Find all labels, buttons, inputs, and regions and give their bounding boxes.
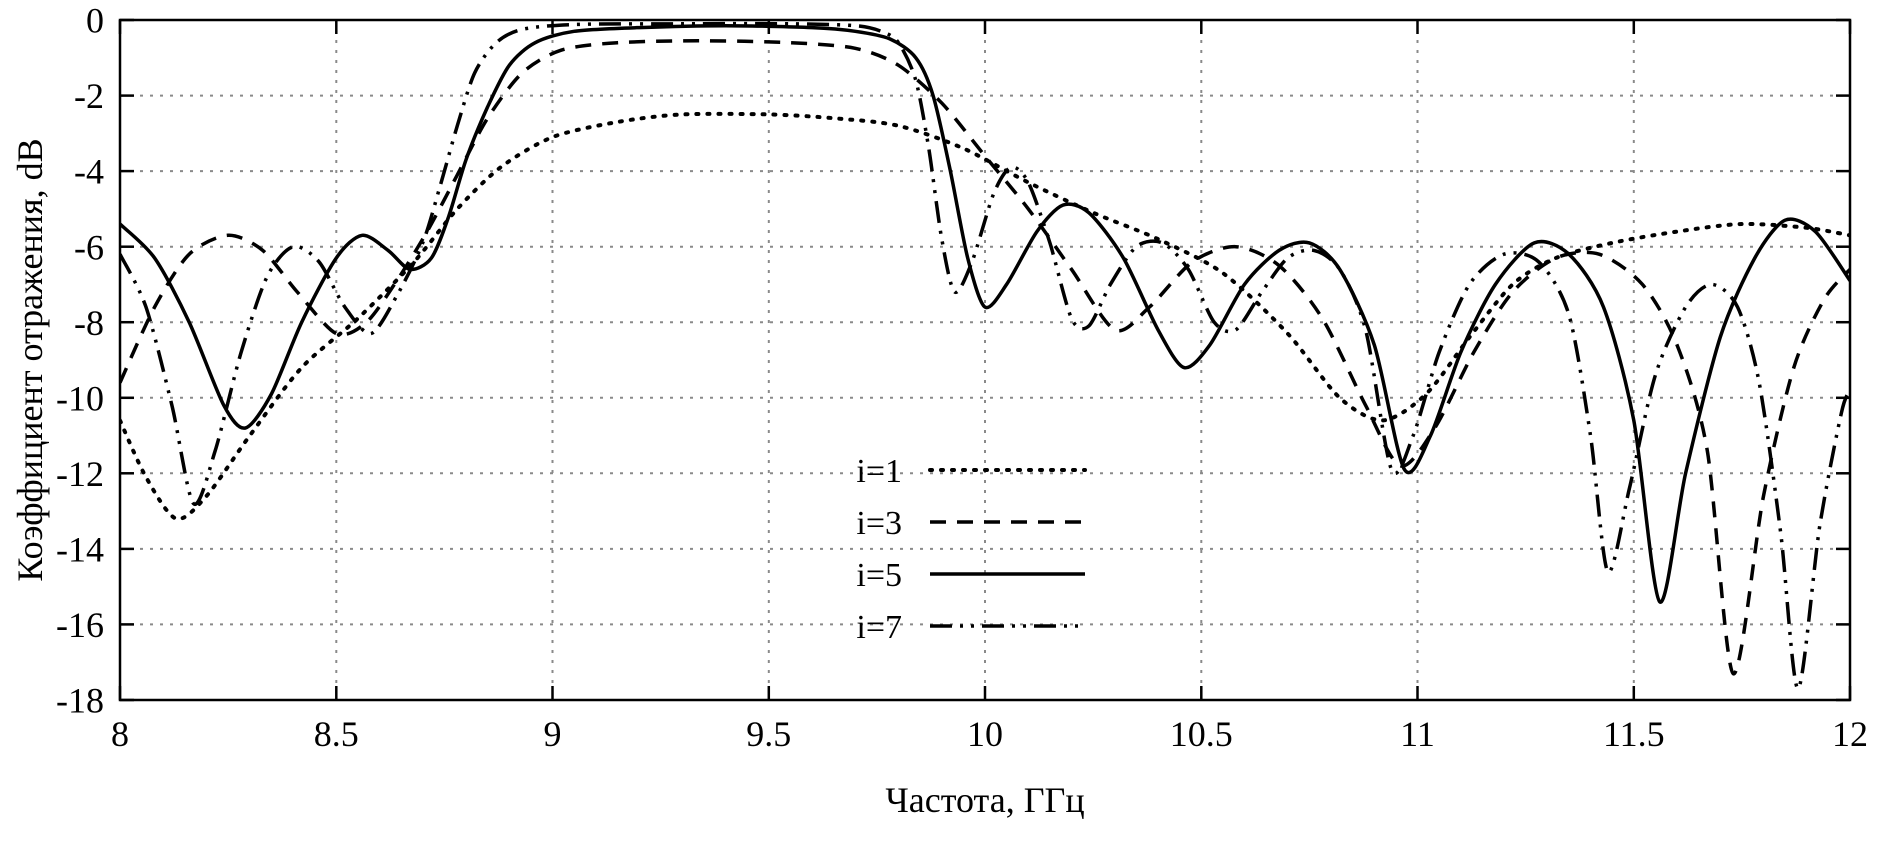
legend-item: i=3 — [856, 505, 1085, 542]
y-tick-label: 0 — [86, 1, 104, 41]
x-tick-label: 9.5 — [746, 714, 791, 754]
series-curve-i-1 — [120, 111, 1850, 521]
x-tick-label: 9 — [544, 714, 562, 754]
legend-label: i=5 — [856, 557, 902, 594]
y-tick-label: -4 — [74, 152, 104, 192]
series-curve-i-7 — [120, 21, 1850, 691]
y-tick-label: -10 — [56, 378, 104, 418]
legend-item: i=1 — [856, 453, 1087, 490]
legend-label: i=3 — [856, 505, 902, 542]
x-tick-label: 10 — [967, 714, 1003, 754]
y-tick-label: -14 — [56, 530, 104, 570]
y-tick-label: -18 — [56, 681, 104, 721]
x-tick-label: 8 — [111, 714, 129, 754]
y-tick-label: -12 — [56, 454, 104, 494]
x-tick-label: 11 — [1400, 714, 1435, 754]
x-tick-label: 12 — [1832, 714, 1868, 754]
y-axis-label: Коэффициент отражения, dB — [10, 138, 50, 581]
series-curve-i-5 — [120, 23, 1850, 604]
series-curve-i-3 — [120, 39, 1850, 676]
series-curves — [120, 21, 1850, 691]
y-tick-label: -6 — [74, 227, 104, 267]
legend-label: i=1 — [856, 453, 902, 490]
x-axis-label: Частота, ГГц — [885, 780, 1084, 820]
y-tick-label: -2 — [74, 76, 104, 116]
legend-item: i=7 — [856, 609, 1085, 646]
y-tick-label: -16 — [56, 605, 104, 645]
legend-item: i=5 — [856, 557, 1085, 594]
x-tick-label: 11.5 — [1603, 714, 1665, 754]
y-tick-label: -8 — [74, 303, 104, 343]
x-tick-label: 8.5 — [314, 714, 359, 754]
legend-label: i=7 — [856, 609, 902, 646]
tick-marks — [118, 18, 1852, 702]
legend: i=1 i=3 i=5 i=7 — [856, 453, 1087, 646]
x-tick-label: 10.5 — [1170, 714, 1233, 754]
